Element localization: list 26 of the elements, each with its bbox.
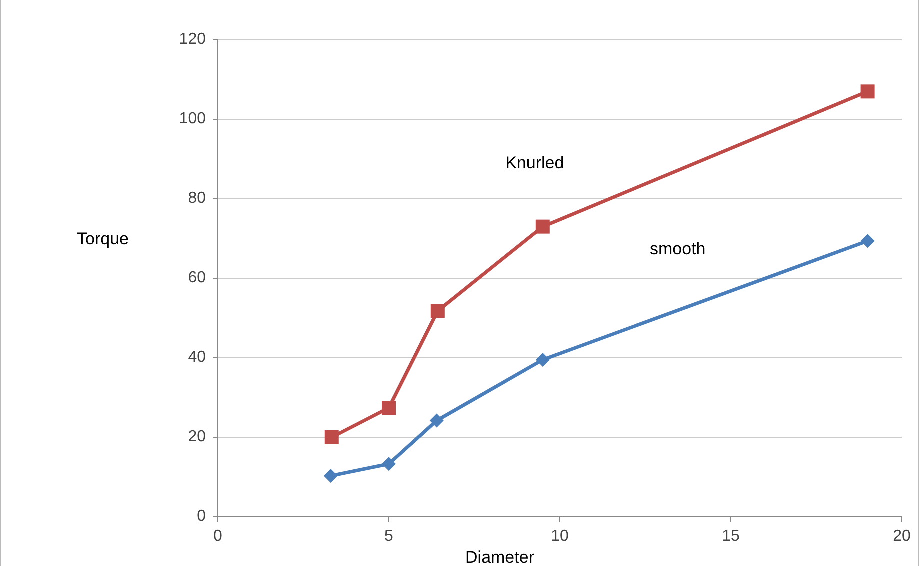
point: [324, 430, 339, 444]
point: [430, 304, 445, 318]
y-tick-label: 0: [197, 508, 206, 526]
point: [860, 84, 875, 99]
point: [536, 220, 550, 234]
point: [382, 401, 396, 416]
x-axis-title: Diameter: [466, 548, 535, 566]
point: [430, 414, 444, 428]
y-tick-label: 80: [188, 190, 206, 208]
text: smooth: [650, 239, 706, 258]
y-axis-title: Torque: [77, 229, 129, 248]
point: [324, 469, 338, 484]
point: [536, 352, 550, 367]
y-tick-label: 20: [188, 428, 206, 446]
point: [860, 234, 875, 248]
x-tick-label: 0: [214, 528, 223, 545]
text: Knurled: [506, 153, 564, 172]
y-tick-label: 120: [179, 31, 206, 48]
x-tick-label: 20: [893, 528, 911, 545]
point: [382, 457, 396, 472]
x-tick-label: 5: [384, 528, 394, 545]
y-tick-label: 60: [188, 270, 206, 287]
y-tick-label: 40: [188, 349, 206, 366]
x-tick-label: 15: [722, 528, 740, 545]
y-tick-label: 100: [179, 110, 206, 128]
x-tick-label: 10: [551, 528, 569, 545]
